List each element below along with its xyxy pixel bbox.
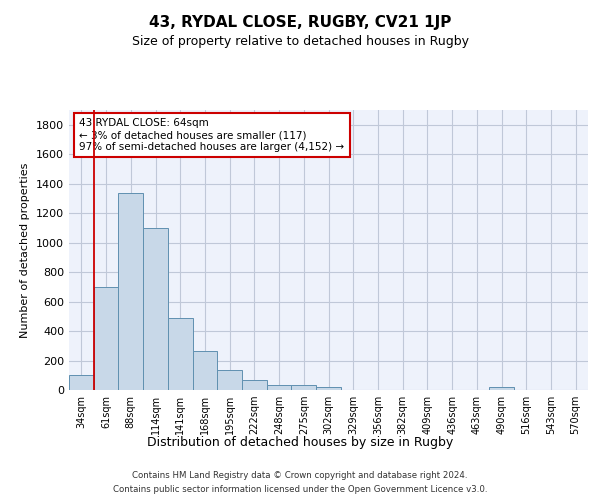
Text: 43 RYDAL CLOSE: 64sqm
← 3% of detached houses are smaller (117)
97% of semi-deta: 43 RYDAL CLOSE: 64sqm ← 3% of detached h…	[79, 118, 344, 152]
Bar	[489, 387, 514, 390]
Y-axis label: Number of detached properties: Number of detached properties	[20, 162, 31, 338]
Text: Size of property relative to detached houses in Rugby: Size of property relative to detached ho…	[131, 34, 469, 48]
Text: Distribution of detached houses by size in Rugby: Distribution of detached houses by size …	[147, 436, 453, 449]
Bar	[118, 192, 143, 390]
Bar	[168, 318, 193, 390]
Bar	[242, 380, 267, 390]
Bar	[69, 376, 94, 390]
Bar	[292, 385, 316, 390]
Text: Contains HM Land Registry data © Crown copyright and database right 2024.: Contains HM Land Registry data © Crown c…	[132, 472, 468, 480]
Bar	[94, 287, 118, 390]
Bar	[143, 228, 168, 390]
Bar	[193, 351, 217, 390]
Text: Contains public sector information licensed under the Open Government Licence v3: Contains public sector information licen…	[113, 484, 487, 494]
Text: 43, RYDAL CLOSE, RUGBY, CV21 1JP: 43, RYDAL CLOSE, RUGBY, CV21 1JP	[149, 15, 451, 30]
Bar	[316, 388, 341, 390]
Bar	[217, 370, 242, 390]
Bar	[267, 385, 292, 390]
